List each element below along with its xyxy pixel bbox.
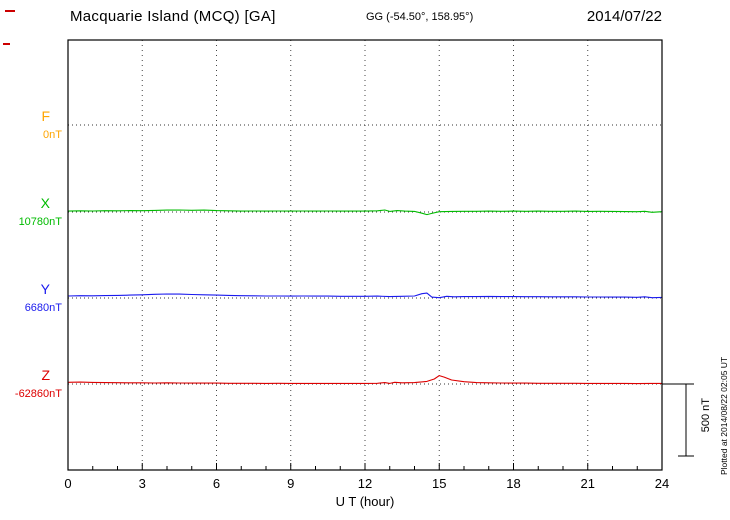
trace-z — [67, 375, 662, 385]
series-baseline-y: 6680nT — [24, 302, 62, 314]
geographic-coords: GG (-54.50°, 158.95°) — [366, 11, 474, 23]
series-letter-f: F — [41, 108, 50, 124]
x-tick-label-6: 6 — [212, 476, 221, 491]
series-letter-z: Z — [41, 367, 50, 383]
scale-bar-label: 500 nT — [700, 398, 712, 433]
plot-frame — [67, 39, 663, 471]
series-baseline-x: 10780nT — [18, 216, 62, 228]
x-tick-label-0: 0 — [64, 476, 72, 491]
trace-y — [67, 292, 663, 299]
x-axis-title: U T (hour) — [335, 494, 395, 509]
series-letter-x: X — [40, 195, 50, 211]
plotted-at-note: Plotted at 2014/08/22 02:05 UT — [719, 356, 729, 475]
page-title: Macquarie Island (MCQ) [GA] — [70, 8, 276, 25]
x-tick-label-18: 18 — [506, 476, 521, 491]
x-tick-label-3: 3 — [138, 476, 146, 491]
x-tick-label-24: 24 — [654, 476, 670, 491]
series-baseline-f: 0nT — [43, 129, 62, 141]
series-letter-y: Y — [40, 281, 50, 297]
series-baseline-z: -62860nT — [14, 388, 62, 400]
plot-date: 2014/07/22 — [586, 8, 662, 25]
trace-x — [67, 209, 663, 216]
x-tick-label-9: 9 — [287, 476, 295, 491]
x-tick-label-15: 15 — [432, 476, 447, 491]
x-tick-label-21: 21 — [580, 476, 595, 491]
x-tick-label-12: 12 — [357, 476, 373, 491]
